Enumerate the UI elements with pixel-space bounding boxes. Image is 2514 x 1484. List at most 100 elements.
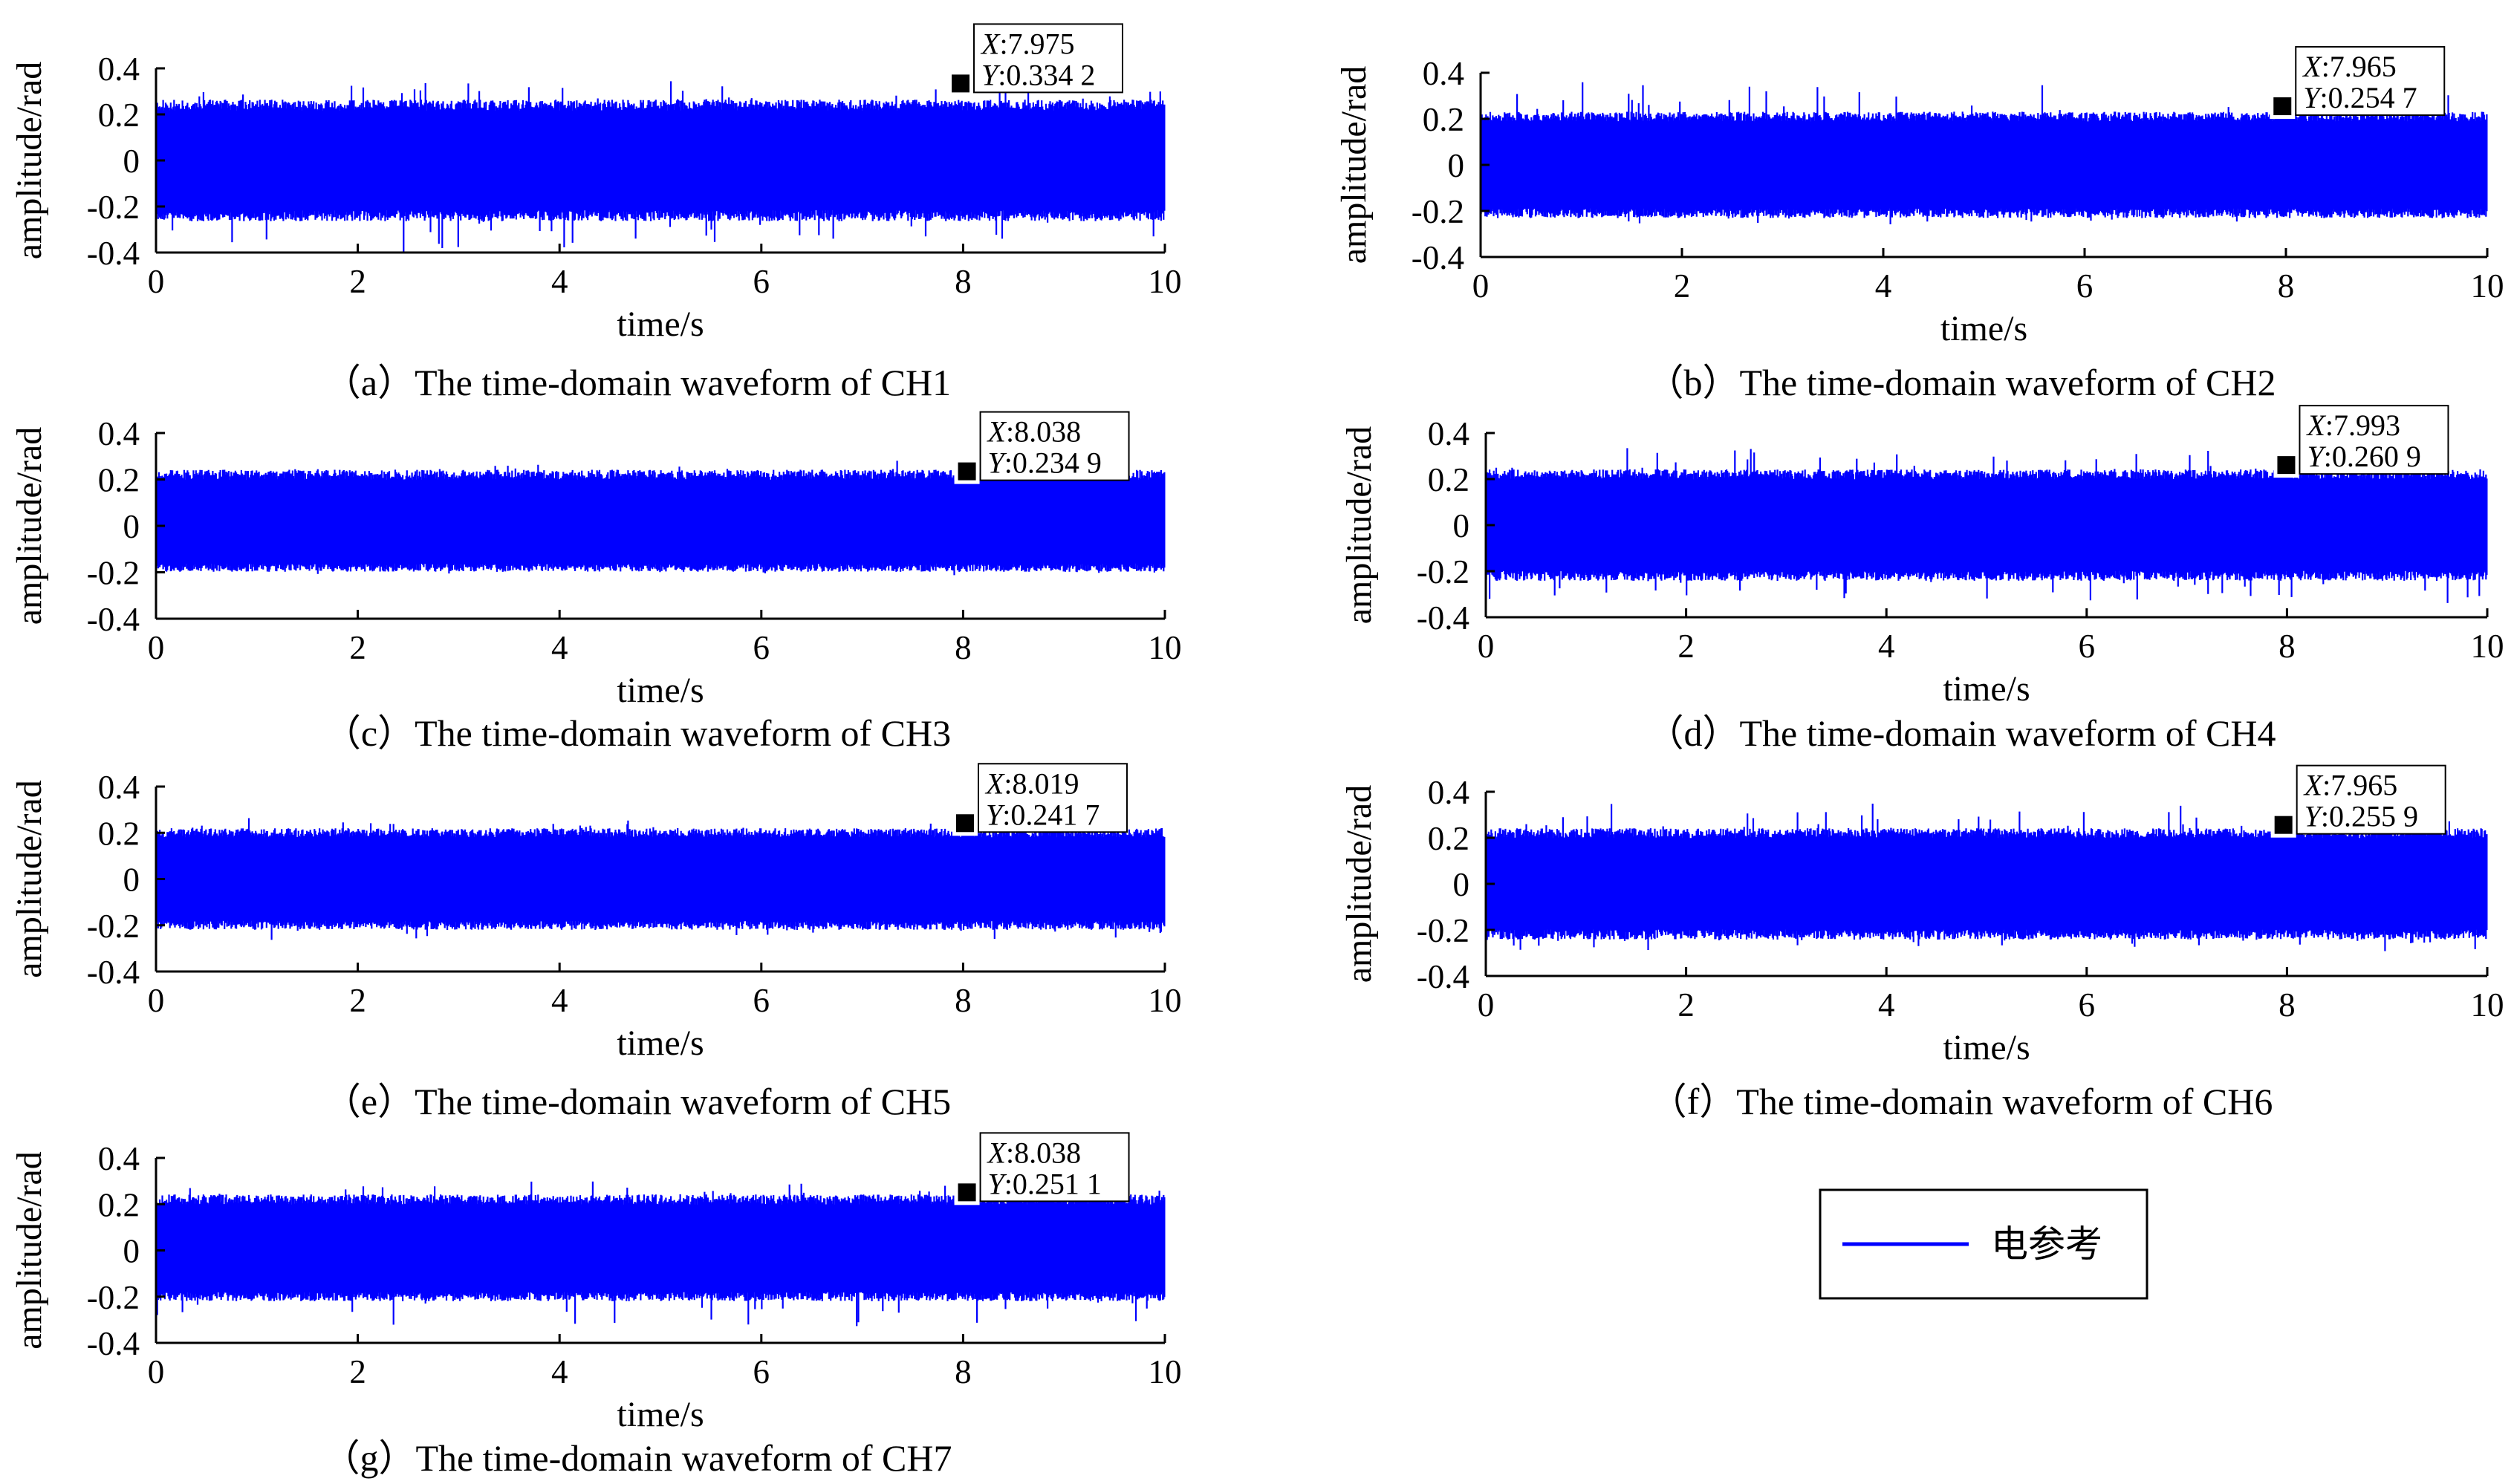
datatip-x-text: X:8.038 [987,415,1082,449]
y-tick-label: -0.4 [87,1325,140,1362]
waveform-core [1486,839,2487,929]
datatip-box [2295,46,2446,117]
y-tick-label: 0 [1453,866,1470,903]
y-tick-label: -0.2 [1412,193,1464,230]
y-tick-label: 0 [123,1233,140,1270]
x-tick-label: 8 [955,629,972,666]
chart-panel: 0 2 4 6 8 100.40.20-0.2-0.4time/samplitude/ra… [1334,46,2504,403]
chart-panel: 0 2 4 6 8 100.40.20-0.2-0.4time/samplitude/ra… [10,1132,1182,1479]
x-tick-label: 8 [2278,267,2295,305]
x-axis-label: time/s [617,1395,704,1434]
x-axis-label: time/s [617,1023,704,1063]
x-tick-label: 6 [753,629,770,666]
x-tick-label: 4 [551,629,568,666]
x-tick-label: 0 [1478,986,1495,1023]
x-axis-label: time/s [1943,669,2030,709]
x-tick-label: 4 [1878,986,1895,1023]
y-axis-label: amplitude/rad [10,62,49,260]
panel-caption: （d）The time-domain waveform of CH4 [1646,712,2276,754]
x-axis-label: time/s [1943,1028,2030,1067]
x-tick-label: 4 [551,982,568,1019]
x-tick-label: 2 [1677,628,1695,665]
x-tick-label: 4 [551,1353,568,1390]
x-tick-label: 6 [2076,267,2094,305]
x-tick-label: 10 [1149,1353,1182,1390]
datatip-y-text: Y:0.234 9 [988,446,1102,480]
x-tick-label: 4 [551,263,568,300]
y-tick-label: -0.2 [87,908,140,945]
waveform-core [156,838,1165,920]
y-tick-label: 0.4 [98,51,140,88]
waveform-core [1486,480,2487,570]
x-axis-label: time/s [1940,309,2027,348]
datatip-x-text: X:7.993 [2305,409,2400,442]
waveform-core [156,481,1165,563]
y-tick-label: 0.2 [98,815,140,852]
y-tick-label: 0 [123,508,140,545]
x-tick-label: 10 [2471,628,2504,665]
y-tick-label: 0 [123,862,140,899]
x-tick-label: 0 [148,629,165,666]
x-axis-label: time/s [617,305,704,344]
y-axis-label: amplitude/rad [1339,785,1379,983]
x-tick-label: 10 [1149,629,1182,666]
y-axis-label: amplitude/rad [10,780,49,978]
x-tick-label: 0 [148,982,165,1019]
x-tick-label: 8 [2278,986,2296,1023]
x-tick-label: 4 [1878,628,1895,665]
datatip-marker [952,74,970,93]
y-axis-label: amplitude/rad [1339,426,1379,625]
datatip-marker [958,462,976,481]
datatip-box [979,411,1130,481]
x-tick-label: 0 [148,263,165,300]
x-tick-label: 4 [1875,267,1892,305]
x-tick-label: 2 [349,629,366,666]
legend-label: 电参考 [1991,1223,2102,1266]
datatip-box [977,763,1128,833]
y-tick-label: 0.2 [98,1186,140,1223]
x-tick-label: 2 [1674,267,1691,305]
panel-caption: （b）The time-domain waveform of CH2 [1646,362,2276,403]
y-tick-label: 0.2 [1428,820,1469,857]
datatip-box [973,23,1124,94]
panel-caption: （f）The time-domain waveform of CH6 [1650,1081,2273,1122]
y-tick-label: -0.2 [87,1279,140,1316]
datatip-marker [2274,816,2293,834]
x-tick-label: 10 [1149,982,1182,1019]
x-tick-label: 8 [955,1353,972,1390]
x-tick-label: 8 [955,263,972,300]
x-tick-label: 2 [349,263,366,300]
datatip-y-text: Y:0.255 9 [2304,800,2418,833]
y-tick-label: 0.4 [1428,415,1469,452]
datatip-x-text: X:7.965 [2302,50,2397,83]
x-tick-label: 0 [148,1353,165,1390]
y-axis-label: amplitude/rad [1334,66,1374,264]
y-tick-label: 0.4 [98,415,140,452]
y-tick-label: -0.2 [1417,553,1469,590]
panel-caption: （c）The time-domain waveform of CH3 [324,712,951,754]
datatip-box [2299,405,2449,475]
panel-caption: （a）The time-domain waveform of CH1 [324,362,951,403]
x-tick-label: 10 [2471,986,2504,1023]
x-tick-label: 6 [2079,986,2096,1023]
y-tick-label: 0.4 [1423,55,1464,92]
y-tick-label: -0.4 [87,235,140,272]
y-tick-label: 0.4 [98,769,140,806]
legend: 电参考 [1819,1188,2148,1300]
chart-panel: 0 2 4 6 8 100.40.20-0.2-0.4time/samplitude/ra… [10,23,1182,403]
y-tick-label: 0 [1448,147,1465,184]
chart-panel: 0 2 4 6 8 100.40.20-0.2-0.4time/samplitude/ra… [10,411,1182,754]
y-tick-label: -0.2 [87,189,140,226]
x-tick-label: 2 [1677,986,1695,1023]
x-tick-label: 2 [349,982,366,1019]
x-tick-label: 10 [1149,263,1182,300]
x-tick-label: 6 [753,263,770,300]
datatip-marker [2273,97,2292,116]
datatip-box [979,1132,1130,1203]
datatip-box [2296,764,2446,835]
chart-panel: 0 2 4 6 8 100.40.20-0.2-0.4time/samplitude/ra… [1339,405,2504,754]
panel-caption: （g）The time-domain waveform of CH7 [322,1437,952,1479]
datatip-marker [958,1183,976,1202]
x-tick-label: 2 [349,1353,366,1390]
panel-caption: （e）The time-domain waveform of CH5 [324,1081,951,1122]
